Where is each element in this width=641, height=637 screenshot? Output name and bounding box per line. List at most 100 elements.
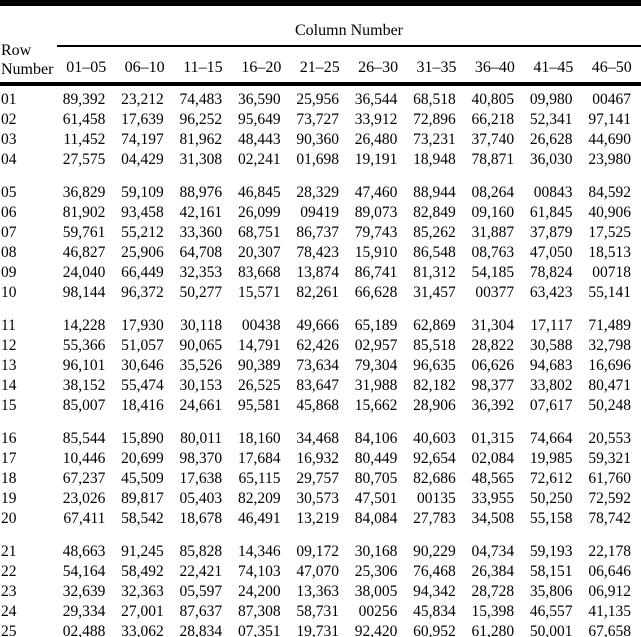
value-cell: 47,070 (296, 563, 339, 580)
value-cell: 68,751 (237, 224, 281, 241)
value-cell: 42,161 (179, 204, 223, 221)
value-cell: 55,366 (62, 337, 106, 354)
value-cell: 31,457 (413, 284, 456, 301)
value-cell: 10,446 (62, 450, 106, 467)
table-row: 03 11,452 74,197 81,962 48,443 90,360 26,480 73… (0, 130, 641, 150)
value-cell: 61,845 (529, 204, 573, 221)
value-cell: 88,944 (413, 184, 456, 201)
value-cell: 89,073 (354, 204, 398, 221)
value-cell: 36,544 (354, 91, 398, 108)
table-row: 23 32,639 32,363 05,597 24,200 13,363 38,005 94… (0, 582, 641, 602)
value-cell: 14,346 (237, 543, 281, 560)
value-cell: 92,654 (413, 450, 456, 467)
value-cell: 44,690 (588, 131, 631, 148)
value-cell: 17,117 (530, 317, 573, 334)
value-cell: 80,449 (354, 450, 398, 467)
value-cell: 33,955 (471, 490, 515, 507)
value-cell: 85,518 (413, 337, 456, 354)
value-cell: 83,668 (237, 264, 281, 281)
table-row: 19 23,026 89,817 05,403 82,209 30,573 47,501 00… (0, 489, 641, 509)
value-cell: 30,168 (354, 543, 398, 560)
column-header: 46–50 (591, 59, 632, 76)
value-cell: 14,791 (237, 337, 281, 354)
column-header: 11–15 (183, 59, 223, 76)
value-cell: 45,509 (121, 470, 164, 487)
row-number-cell: 18 (1, 470, 17, 487)
value-cell: 71,489 (588, 317, 631, 334)
table-row: 08 46,827 25,906 64,708 20,307 78,423 15,910 86… (0, 243, 641, 263)
value-cell: 04,429 (121, 151, 164, 168)
value-cell: 27,575 (62, 151, 106, 168)
table-row: 14 38,152 55,474 30,153 26,525 83,647 31,988 82… (0, 376, 641, 396)
row-number-cell: 11 (1, 317, 16, 334)
group-spacer (0, 529, 641, 542)
value-cell: 62,869 (413, 317, 456, 334)
value-cell: 63,423 (529, 284, 573, 301)
value-cell: 52,341 (529, 111, 573, 128)
table-row: 24 29,334 27,001 87,637 87,308 58,731 00256 45,… (0, 602, 641, 622)
value-cell: 80,011 (180, 430, 223, 447)
value-cell: 18,948 (413, 151, 456, 168)
row-number-cell: 03 (1, 131, 17, 148)
value-cell: 07,617 (529, 397, 573, 414)
value-cell: 51,057 (121, 337, 164, 354)
row-number-cell: 14 (1, 377, 17, 394)
value-cell: 04,734 (471, 543, 515, 560)
value-cell: 59,193 (529, 543, 573, 560)
value-cell: 08,763 (471, 244, 515, 261)
value-cell: 90,360 (296, 131, 339, 148)
value-cell: 55,158 (529, 510, 573, 527)
column-header: 41–45 (533, 59, 574, 76)
table-row: 22 54,164 58,492 22,421 74,103 47,070 25,306 76… (0, 562, 641, 582)
value-cell: 16,696 (588, 357, 631, 374)
value-cell: 06,626 (471, 357, 515, 374)
value-cell: 38,152 (62, 377, 106, 394)
table-row: 07 59,761 55,212 33,360 68,751 86,737 79,743 85… (0, 223, 641, 243)
value-cell: 66,218 (471, 111, 515, 128)
value-cell: 61,458 (62, 111, 106, 128)
value-cell: 73,727 (296, 111, 339, 128)
value-cell: 33,802 (529, 377, 573, 394)
value-cell: 81,312 (413, 264, 456, 281)
value-cell: 31,887 (471, 224, 515, 241)
value-cell: 02,241 (237, 151, 281, 168)
value-cell: 74,197 (121, 131, 164, 148)
value-cell: 31,988 (354, 377, 398, 394)
value-cell: 54,185 (471, 264, 515, 281)
value-cell: 80,471 (588, 377, 631, 394)
value-cell: 33,912 (354, 111, 398, 128)
value-cell: 45,868 (296, 397, 339, 414)
value-cell: 48,443 (237, 131, 281, 148)
value-cell: 46,845 (237, 184, 281, 201)
value-cell: 85,544 (62, 430, 106, 447)
value-cell: 79,743 (354, 224, 398, 241)
value-cell: 90,389 (237, 357, 281, 374)
value-cell: 68,518 (413, 91, 456, 108)
value-cell: 54,164 (62, 563, 106, 580)
value-cell: 84,106 (354, 430, 398, 447)
value-cell: 34,468 (296, 430, 339, 447)
value-cell: 55,212 (121, 224, 164, 241)
value-cell: 30,118 (180, 317, 223, 334)
value-cell: 95,581 (237, 397, 281, 414)
value-cell: 94,683 (529, 357, 573, 374)
value-cell: 65,115 (238, 470, 281, 487)
value-cell: 82,261 (296, 284, 339, 301)
value-cell: 15,571 (237, 284, 281, 301)
value-cell: 98,377 (471, 377, 515, 394)
row-number-cell: 10 (1, 284, 17, 301)
value-cell: 08,264 (471, 184, 515, 201)
value-cell: 32,363 (121, 583, 164, 600)
table-row: 18 67,237 45,509 17,638 65,115 29,757 80,705 82… (0, 469, 641, 489)
value-cell: 18,513 (588, 244, 631, 261)
table-row: 12 55,366 51,057 90,065 14,791 62,426 02,957 85… (0, 336, 641, 356)
value-cell: 59,109 (121, 184, 164, 201)
row-number-cell: 17 (1, 450, 17, 467)
value-cell: 78,871 (471, 151, 515, 168)
row-number-cell: 13 (1, 357, 17, 374)
value-cell: 74,664 (529, 430, 573, 447)
value-cell: 74,103 (237, 563, 281, 580)
column-header: 06–10 (124, 59, 165, 76)
value-cell: 91,245 (121, 543, 164, 560)
row-number-cell: 21 (1, 543, 17, 560)
